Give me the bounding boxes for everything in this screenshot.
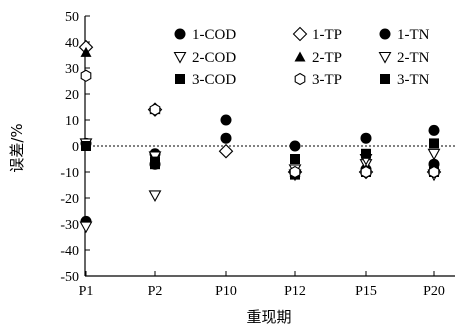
legend-marker xyxy=(378,51,392,64)
data-point xyxy=(289,140,301,152)
y-tick-label: -40 xyxy=(60,244,79,259)
legend-label: 3-TN xyxy=(397,72,430,88)
data-point xyxy=(81,141,91,151)
legend-item: 3-COD xyxy=(175,72,236,88)
series-3-COD xyxy=(81,141,439,180)
legend-label: 2-COD xyxy=(192,50,236,66)
y-tick-label: 50 xyxy=(65,10,79,25)
data-point xyxy=(361,148,371,159)
x-tick-label: P12 xyxy=(284,284,306,299)
data-point xyxy=(220,114,232,126)
data-point xyxy=(218,143,234,159)
legend-marker xyxy=(173,51,187,64)
legend-marker xyxy=(174,28,186,40)
data-point xyxy=(80,46,92,57)
y-tick-label: 20 xyxy=(65,88,79,103)
legend-label: 2-TP xyxy=(312,50,342,66)
data-point xyxy=(289,165,301,179)
legend-marker xyxy=(292,26,308,42)
legend-item: 2-TN xyxy=(378,50,430,66)
legend-item: 2-TP xyxy=(294,50,342,66)
series-2-TN xyxy=(79,138,441,182)
legend-label: 2-TN xyxy=(397,50,430,66)
series-3-TN xyxy=(81,138,439,167)
series-2-COD xyxy=(79,148,441,234)
marks-layer xyxy=(78,39,442,234)
data-point xyxy=(427,148,441,161)
legend-marker xyxy=(379,28,391,40)
y-tick-label: -30 xyxy=(60,218,79,233)
x-tick-label: P2 xyxy=(148,284,163,299)
legend-marker xyxy=(380,74,390,84)
legend-item: 2-COD xyxy=(173,50,236,66)
data-point xyxy=(79,221,93,234)
y-tick-label: -20 xyxy=(60,192,79,207)
legend-item: 3-TN xyxy=(380,72,430,88)
legend-label: 1-TP xyxy=(312,27,342,43)
x-tick-label: P1 xyxy=(79,284,94,299)
y-tick-label: 0 xyxy=(72,140,79,155)
legend-item: 3-TP xyxy=(294,72,342,88)
axes-layer: -50 -40 -30 -20 -10 0 10 20 30 40 50 P1 P2 P10 P12 P15 P… xyxy=(60,10,455,299)
data-point xyxy=(148,190,162,203)
data-point xyxy=(150,156,160,167)
legend-label: 3-TP xyxy=(312,72,342,88)
legend-item: 1-TN xyxy=(379,27,430,43)
data-point xyxy=(149,103,161,116)
data-point xyxy=(360,165,372,179)
legend: 1-COD 1-TP 1-TN 2-COD 2-TP 2-TN 3-COD 3-TP 3-TN xyxy=(173,26,430,88)
legend-item: 1-TP xyxy=(292,26,342,43)
series-1-TN xyxy=(80,132,440,227)
data-point xyxy=(429,138,439,149)
legend-marker xyxy=(294,51,306,62)
data-point xyxy=(428,124,440,136)
data-point xyxy=(360,132,372,144)
legend-label: 3-COD xyxy=(192,72,236,88)
y-tick-label: 40 xyxy=(65,36,79,51)
data-point xyxy=(290,154,300,164)
legend-label: 1-COD xyxy=(192,27,236,43)
legend-marker xyxy=(294,72,306,86)
x-tick-label: P20 xyxy=(423,284,445,299)
data-point xyxy=(80,69,92,82)
x-tick-label: P15 xyxy=(355,284,377,299)
legend-label: 1-TN xyxy=(397,27,430,43)
y-tick-label: -10 xyxy=(60,166,79,181)
series-3-TP xyxy=(80,69,440,179)
series-1-TP xyxy=(78,39,442,180)
y-axis-title: 误差/% xyxy=(8,123,26,172)
y-tick-label: 10 xyxy=(65,114,79,129)
x-axis-title: 重现期 xyxy=(246,308,291,326)
series-2-TP xyxy=(80,46,440,177)
legend-item: 1-COD xyxy=(174,27,236,43)
data-point xyxy=(428,165,440,179)
data-point xyxy=(220,132,232,144)
y-tick-label: -50 xyxy=(60,270,79,285)
y-tick-label: 30 xyxy=(65,62,79,77)
x-tick-label: P10 xyxy=(215,284,237,299)
legend-marker xyxy=(175,74,185,84)
series-1-COD xyxy=(80,114,440,170)
